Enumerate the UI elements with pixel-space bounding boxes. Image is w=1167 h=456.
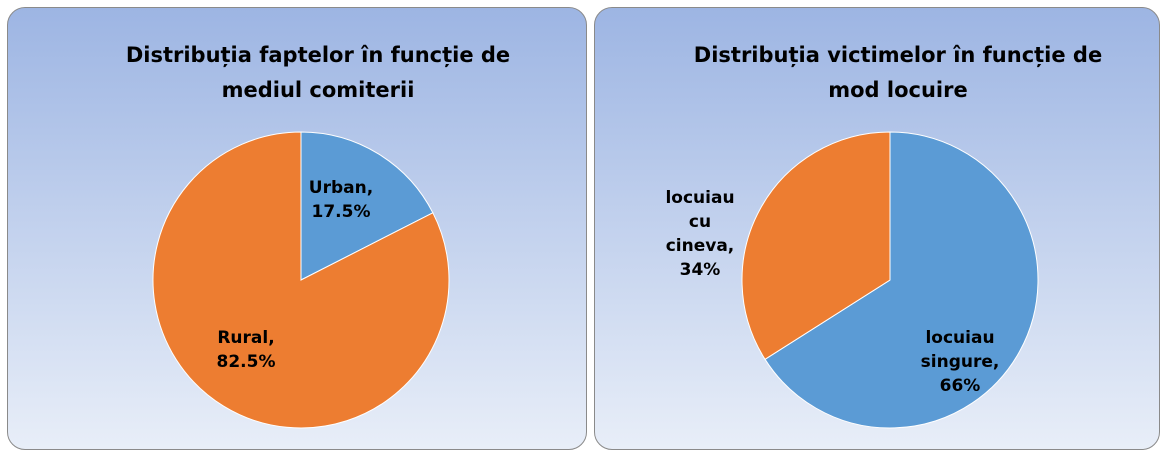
chart-title: Distribuția faptelor în funcție de mediu…	[125, 43, 511, 102]
data-label: Urban, 17.5%	[296, 176, 386, 224]
chart-panel: Distribuția victimelor în funcție de mod…	[594, 7, 1160, 450]
data-label-value: 66%	[939, 376, 981, 396]
pie-slice	[152, 131, 450, 429]
data-label: locuiau cu cineva, 34%	[660, 186, 740, 282]
chart	[741, 131, 1039, 429]
data-label-category: Urban,	[308, 178, 374, 198]
data-label-value: 82.5%	[216, 352, 276, 372]
chart-title: Distribuția victimelor în funcție de mod…	[693, 43, 1103, 102]
pie-slice	[741, 131, 891, 360]
data-label-category: locuiau singure,	[920, 328, 1000, 372]
data-label-value: 34%	[679, 260, 721, 280]
data-label: Rural, 82.5%	[201, 326, 291, 374]
pie-slice	[300, 131, 434, 281]
pie-slice	[764, 131, 1039, 429]
data-label-value: 17.5%	[311, 202, 371, 222]
chart	[152, 131, 450, 429]
chart-panel: Distribuția faptelor în funcție de mediu…	[7, 7, 587, 450]
data-label-category: locuiau cu cineva,	[665, 188, 735, 256]
data-label-category: Rural,	[217, 328, 275, 348]
data-label: locuiau singure, 66%	[905, 326, 1015, 398]
